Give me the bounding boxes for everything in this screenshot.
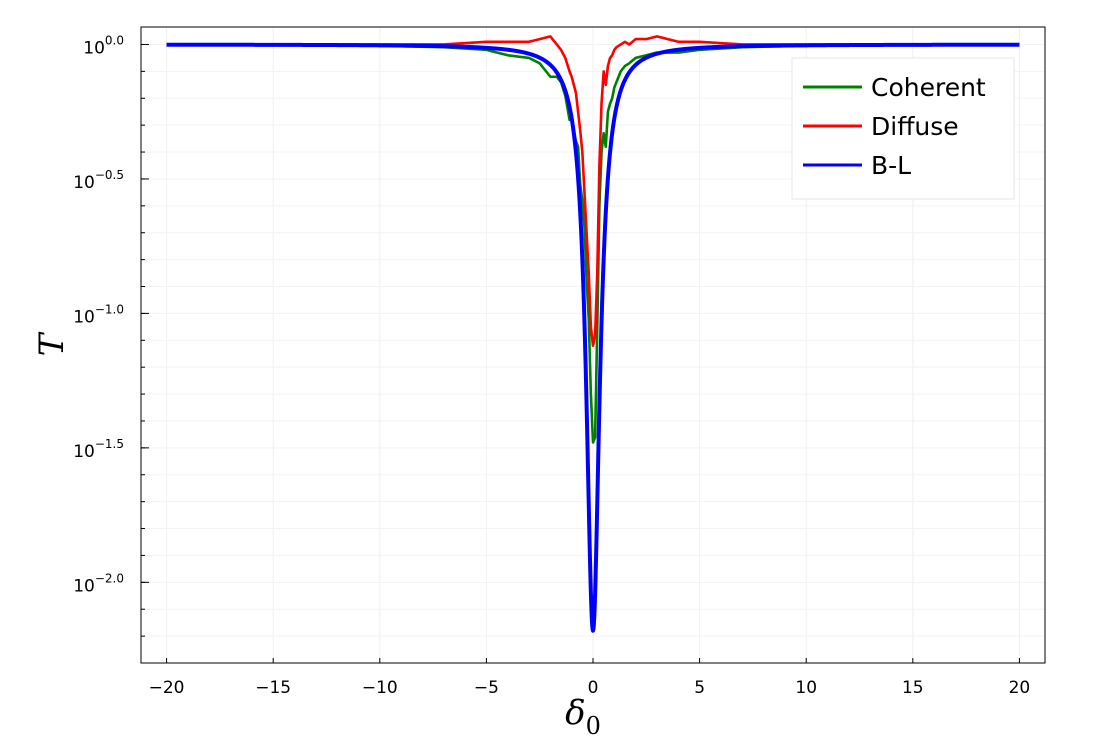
x-tick-label: 15 <box>902 678 924 698</box>
x-tick-label: 20 <box>1009 678 1031 698</box>
x-axis: −20 −15 −10 −5 0 5 10 15 20 <box>149 658 1031 698</box>
y-tick-label: 10−1.0 <box>73 302 124 327</box>
x-axis-title: δ0 <box>565 693 601 740</box>
x-tick-label: −5 <box>474 678 499 698</box>
legend-label-diffuse: Diffuse <box>871 112 959 141</box>
y-tick-label-exponent: −1.0 <box>95 302 124 316</box>
y-tick-label: 10−2.0 <box>73 571 124 596</box>
y-tick-label: 10−1.5 <box>73 437 124 462</box>
x-tick-label: −20 <box>149 678 185 698</box>
y-axis: 100.010−0.510−1.010−1.510−2.0 <box>73 33 149 637</box>
y-tick-label: 100.0 <box>83 33 124 58</box>
y-tick-label-base: 10 <box>83 38 105 58</box>
legend-label-bl: B-L <box>871 151 911 180</box>
y-tick-label-exponent: −0.5 <box>95 168 124 182</box>
x-tick-label: −10 <box>362 678 398 698</box>
x-axis-title-subscript: 0 <box>586 712 601 740</box>
y-tick-label-exponent: −1.5 <box>95 437 124 451</box>
y-tick-label-base: 10 <box>73 173 95 193</box>
y-tick-label-exponent: −2.0 <box>95 571 124 585</box>
x-tick-label: 5 <box>694 678 705 698</box>
x-tick-label: 0 <box>588 678 599 698</box>
y-tick-label-base: 10 <box>73 442 95 462</box>
y-tick-label-exponent: 0.0 <box>105 33 124 47</box>
legend-box <box>791 57 1015 200</box>
series-line-bl <box>165 42 1021 633</box>
y-tick-label: 10−0.5 <box>73 168 124 193</box>
plot-series-layer <box>165 35 1021 633</box>
x-tick-label: 10 <box>795 678 817 698</box>
x-axis-title-symbol: δ <box>565 693 585 733</box>
x-tick-label: −15 <box>255 678 291 698</box>
y-axis-title: T <box>32 331 72 356</box>
series-line-diffuse <box>166 35 1020 347</box>
y-tick-label-base: 10 <box>73 576 95 596</box>
legend: Coherent Diffuse B-L <box>791 57 1015 200</box>
y-tick-label-base: 10 <box>73 307 95 327</box>
series-line-coherent <box>166 43 1020 444</box>
legend-label-coherent: Coherent <box>871 73 986 102</box>
